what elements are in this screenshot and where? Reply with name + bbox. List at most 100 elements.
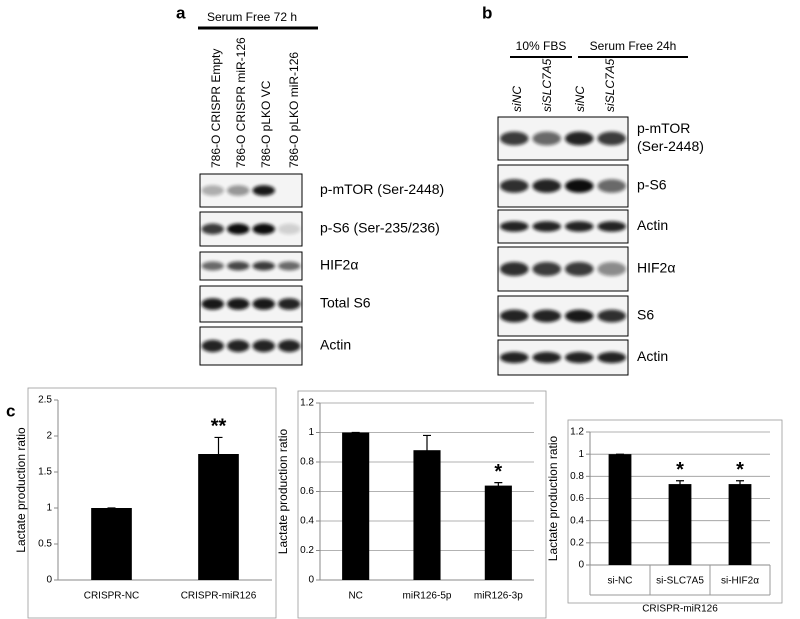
band — [252, 298, 275, 310]
bar — [91, 508, 132, 580]
y-tick-label: 0 — [308, 575, 314, 586]
blot-label: p-S6 (Ser-235/236) — [320, 220, 440, 236]
y-tick-label: 0.6 — [300, 486, 314, 497]
band — [564, 131, 594, 146]
y-tick-label: 0.2 — [570, 537, 584, 548]
band — [564, 179, 594, 193]
y-tick-label: 1.5 — [38, 467, 52, 478]
y-tick-label: 0.6 — [570, 493, 584, 504]
band — [252, 339, 275, 353]
y-tick-label: 0 — [578, 560, 584, 571]
blot-label: S6 — [637, 307, 654, 323]
lane-label: siNC — [573, 86, 587, 112]
band — [564, 309, 594, 323]
panel-label: a — [176, 3, 186, 22]
bar — [728, 484, 752, 565]
blot — [199, 173, 303, 208]
plot-frame — [297, 390, 547, 619]
y-tick-label: 2 — [46, 431, 52, 442]
blot-label: Actin — [320, 337, 351, 353]
x-tick-label: NC — [348, 591, 362, 602]
y-tick-label: 0.4 — [300, 516, 314, 527]
band — [227, 339, 250, 353]
band — [499, 261, 529, 277]
y-tick-label: 0.4 — [570, 515, 584, 526]
error-bar — [423, 434, 431, 466]
y-tick-label: 1.2 — [570, 427, 584, 438]
band — [564, 351, 594, 364]
band — [278, 223, 301, 235]
band — [278, 261, 301, 271]
band — [201, 298, 224, 310]
band — [499, 179, 529, 193]
y-tick-label: 0.8 — [570, 471, 584, 482]
y-tick-label: 0.2 — [300, 545, 314, 556]
band — [499, 131, 529, 146]
band — [564, 221, 594, 232]
band — [201, 261, 224, 271]
plot-frame — [567, 419, 783, 604]
x-tick-label: CRISPR-NC — [84, 591, 140, 602]
significance: * — [676, 459, 684, 481]
band — [227, 261, 250, 271]
band — [597, 261, 627, 277]
blot-label: Actin — [637, 348, 668, 364]
band — [499, 351, 529, 364]
bar — [484, 485, 512, 580]
significance: * — [494, 461, 502, 483]
condition-label: Serum Free 72 h — [207, 10, 297, 24]
x-tick-label: si-HIF2α — [721, 576, 759, 587]
band — [201, 339, 224, 353]
blot-label: Total S6 — [320, 295, 371, 311]
x-tick-label: si-NC — [608, 576, 633, 587]
bar — [198, 454, 239, 580]
group-label: 10% FBS — [516, 39, 567, 53]
y-tick-label: 0 — [46, 575, 52, 586]
group-label: CRISPR-miR126 — [642, 604, 718, 615]
x-tick-label: miR126-5p — [403, 591, 452, 602]
blot-label: HIF2α — [320, 257, 358, 273]
y-axis-label: Lactate production ratio — [546, 435, 560, 561]
band — [532, 351, 562, 364]
band — [564, 261, 594, 277]
band — [597, 351, 627, 364]
panel-label: b — [482, 3, 492, 22]
blot-label: p-mTOR — [637, 120, 690, 136]
bar — [413, 450, 441, 580]
lane-label: siNC — [510, 86, 524, 112]
x-tick-label: si-SLC7A5 — [656, 576, 704, 587]
blot-label: p-mTOR (Ser-2448) — [320, 181, 444, 197]
blot-label: p-S6 — [637, 177, 667, 193]
panel-label: c — [6, 401, 15, 420]
error-bar — [494, 482, 503, 490]
bar — [668, 484, 692, 565]
band — [532, 221, 562, 232]
band — [227, 223, 250, 235]
band — [252, 223, 275, 235]
band — [252, 261, 275, 271]
y-tick-label: 0.5 — [38, 539, 52, 550]
band — [597, 309, 627, 323]
lane-label: 786-O CRISPR miR-126 — [234, 37, 248, 168]
error-bar — [214, 436, 223, 472]
y-tick-label: 1 — [46, 503, 52, 514]
blot-label: Actin — [637, 217, 668, 233]
band — [499, 221, 529, 232]
band — [252, 185, 275, 196]
band — [227, 298, 250, 310]
lane-label: siSLC7A5 — [603, 58, 617, 112]
significance: ** — [211, 416, 227, 438]
error-bar — [736, 480, 744, 489]
band — [201, 185, 224, 196]
band — [597, 131, 627, 146]
y-tick-label: 2.5 — [38, 395, 52, 406]
band — [597, 179, 627, 193]
plot-frame — [27, 387, 277, 619]
bar — [608, 454, 632, 565]
lane-label: 786-O CRISPR Empty — [209, 49, 223, 168]
y-tick-label: 1 — [578, 449, 584, 460]
lane-label: 786-O pLKO VC — [259, 80, 273, 168]
lane-label: siSLC7A5 — [540, 58, 554, 112]
group-label: Serum Free 24h — [590, 39, 677, 53]
